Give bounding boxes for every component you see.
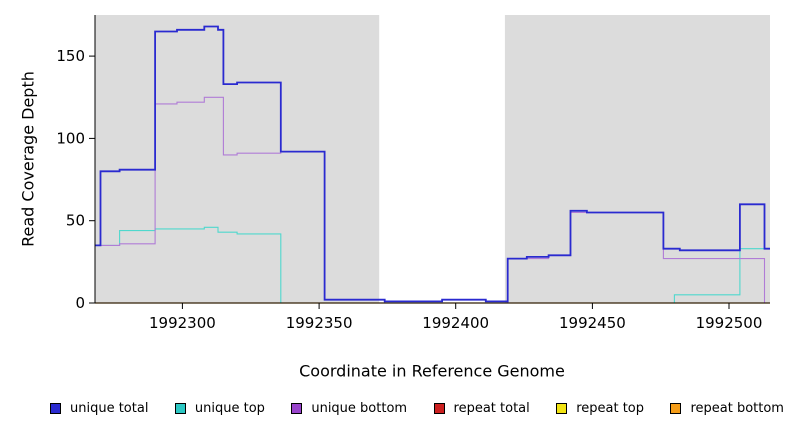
legend-label: repeat top: [576, 401, 644, 416]
legend-item-unique-top: unique top: [174, 401, 265, 416]
series-unique-total-line: [95, 25, 770, 303]
x-tick-label: 1992400: [422, 314, 489, 332]
legend-label: unique bottom: [311, 401, 408, 416]
repeat-bottom-swatch-icon: [670, 403, 682, 414]
legend-item-unique-total: unique total: [50, 401, 148, 416]
y-tick-label: 0: [75, 294, 85, 312]
legend: unique total unique top unique bottom re…: [50, 401, 784, 416]
y-tick-label: 50: [66, 212, 85, 230]
legend-item-unique-bottom: unique bottom: [291, 401, 407, 416]
y-tick-label: 100: [56, 129, 85, 147]
legend-item-repeat-top: repeat top: [556, 401, 644, 416]
legend-item-repeat-bottom: repeat bottom: [670, 401, 784, 416]
x-tick-label: 1992500: [696, 314, 763, 332]
x-tick-label: 1992450: [559, 314, 626, 332]
legend-label: unique total: [70, 401, 149, 416]
legend-item-repeat-total: repeat total: [433, 401, 530, 416]
x-axis-title: Coordinate in Reference Genome: [299, 361, 565, 381]
legend-label: unique top: [194, 401, 265, 416]
series-unique-top-line: [95, 226, 770, 304]
repeat-top-swatch-icon: [556, 403, 568, 414]
x-tick-label: 1992350: [286, 314, 353, 332]
unique-top-swatch-icon: [174, 403, 186, 414]
y-axis-title: Read Coverage Depth: [18, 71, 38, 247]
unique-bottom-swatch-icon: [291, 403, 303, 414]
repeat-total-swatch-icon: [433, 403, 445, 414]
unmasked-region: [379, 15, 505, 303]
legend-label: repeat bottom: [690, 401, 784, 416]
legend-label: repeat total: [453, 401, 530, 416]
y-tick-label: 150: [56, 47, 85, 65]
x-tick-label: 1992300: [149, 314, 216, 332]
unique-total-swatch-icon: [50, 403, 61, 414]
